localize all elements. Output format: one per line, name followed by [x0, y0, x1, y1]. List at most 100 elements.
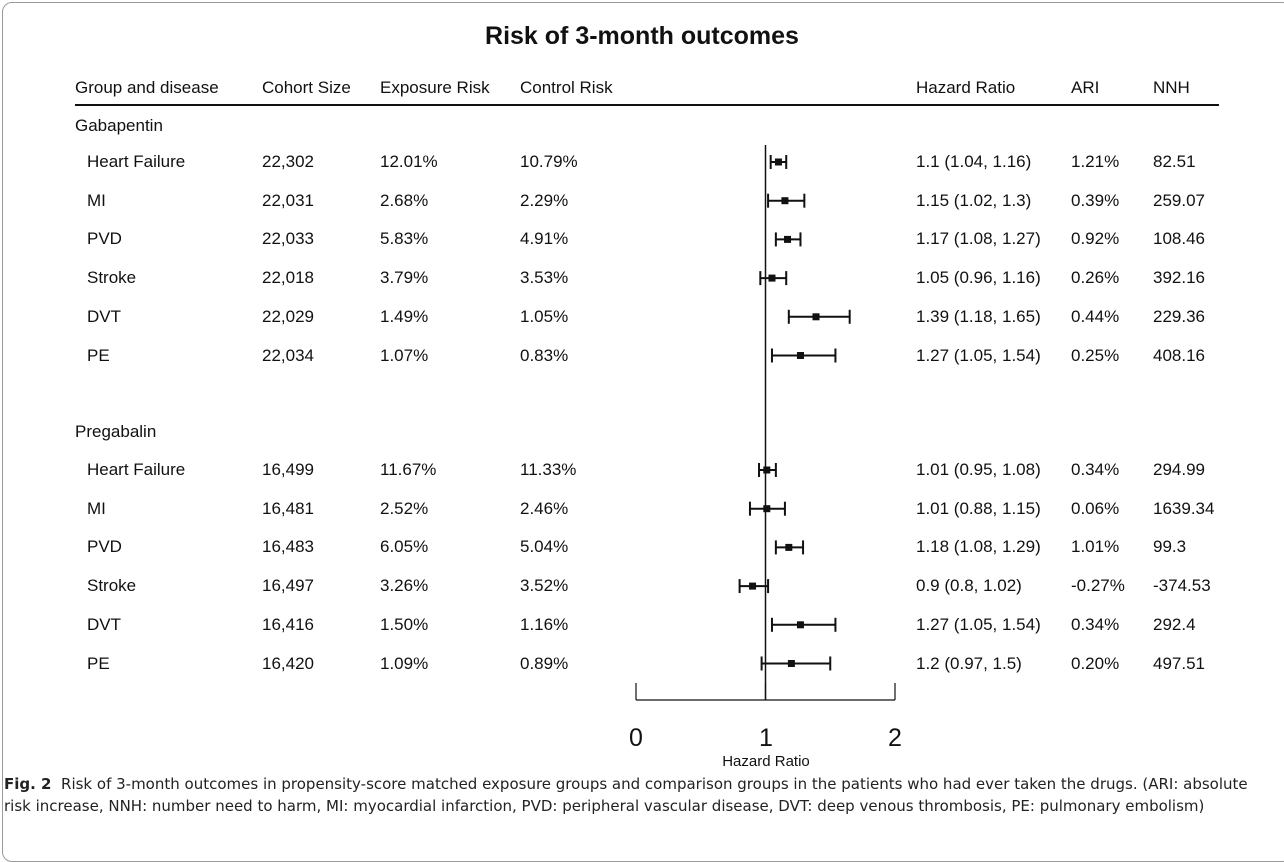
cohort-size: 22,302 [262, 152, 314, 171]
point-estimate [781, 197, 789, 205]
nnh-value: -374.53 [1153, 576, 1211, 596]
hazard-ratio-text: 1.27 (1.05, 1.54) [916, 614, 1041, 634]
point-estimate [787, 660, 795, 667]
point-estimate [763, 466, 771, 474]
ari-value: 0.34% [1071, 614, 1120, 634]
hazard-ratio-text: 1.18 (1.08, 1.29) [916, 537, 1041, 557]
hazard-ratio-text: 1.01 (0.95, 1.08) [916, 460, 1041, 479]
disease-label: DVT [87, 614, 121, 634]
header-rule [75, 104, 1219, 106]
ari-value: 0.34% [1071, 460, 1120, 479]
exposure-risk: 5.83% [380, 229, 429, 249]
disease-label: Stroke [87, 268, 137, 288]
nnh-value: 1639.34 [1153, 498, 1215, 518]
ari-value: 0.44% [1071, 306, 1120, 326]
control-risk: 4.91% [520, 229, 569, 249]
disease-label: PE [87, 653, 110, 673]
caption-text: Risk of 3-month outcomes in propensity-s… [4, 775, 1248, 815]
exposure-risk: 2.52% [380, 498, 429, 518]
ari-value: 1.21% [1071, 152, 1120, 171]
x-axis-label: Hazard Ratio [722, 753, 810, 770]
disease-label: PVD [87, 229, 122, 249]
exposure-risk: 1.50% [380, 614, 429, 634]
cohort-size: 22,034 [262, 345, 314, 365]
hazard-ratio-text: 1.27 (1.05, 1.54) [916, 345, 1041, 365]
control-risk: 2.29% [520, 190, 569, 210]
hazard-ratio-text: 1.05 (0.96, 1.16) [916, 268, 1041, 288]
control-risk: 10.79% [520, 152, 578, 171]
disease-label: Heart Failure [87, 460, 186, 479]
x-tick-label-0: 0 [629, 724, 643, 752]
hazard-ratio-text: 1.1 (1.04, 1.16) [916, 152, 1032, 171]
hazard-ratio-text: 1.39 (1.18, 1.65) [916, 306, 1041, 326]
disease-label: MI [87, 190, 106, 210]
point-estimate [796, 621, 804, 629]
exposure-risk: 11.67% [380, 460, 437, 479]
ari-value: -0.27% [1071, 576, 1125, 596]
ari-value: 1.01% [1071, 537, 1120, 557]
point-estimate [763, 505, 771, 513]
hazard-ratio-text: 1.15 (1.02, 1.3) [916, 190, 1032, 210]
point-estimate [796, 352, 804, 359]
nnh-value: 229.36 [1153, 306, 1205, 326]
exposure-risk: 6.05% [380, 537, 429, 557]
nnh-value: 108.46 [1153, 229, 1205, 249]
cohort-size: 16,420 [262, 653, 314, 673]
hazard-ratio-text: 0.9 (0.8, 1.02) [916, 576, 1022, 596]
cohort-size: 22,031 [262, 190, 314, 210]
col-header-ari: ARI [1071, 78, 1100, 97]
point-estimate [768, 274, 776, 282]
col-header-hazard-ratio: Hazard Ratio [916, 78, 1016, 97]
control-risk: 0.89% [520, 653, 569, 673]
col-header-group: Group and disease [75, 78, 219, 97]
col-header-nnh: NNH [1153, 78, 1190, 97]
control-risk: 11.33% [520, 460, 577, 479]
exposure-risk: 3.26% [380, 576, 429, 596]
col-header-control: Control Risk [520, 78, 613, 97]
nnh-value: 292.4 [1153, 614, 1196, 634]
ari-value: 0.26% [1071, 268, 1120, 288]
point-estimate [774, 158, 782, 166]
chart-title: Risk of 3-month outcomes [485, 22, 799, 50]
disease-label: PE [87, 345, 110, 365]
point-estimate [812, 313, 820, 321]
group-label: Gabapentin [75, 116, 163, 135]
cohort-size: 16,497 [262, 576, 314, 596]
control-risk: 3.52% [520, 576, 569, 596]
ari-value: 0.92% [1071, 229, 1120, 249]
x-tick-label-1: 1 [759, 724, 773, 752]
exposure-risk: 2.68% [380, 190, 429, 210]
hazard-ratio-text: 1.01 (0.88, 1.15) [916, 498, 1041, 518]
disease-label: PVD [87, 537, 122, 557]
point-estimate [785, 543, 793, 551]
col-header-cohort: Cohort Size [262, 78, 351, 97]
nnh-value: 99.3 [1153, 537, 1187, 557]
exposure-risk: 1.09% [380, 653, 429, 673]
cohort-size: 16,416 [262, 614, 314, 634]
nnh-value: 408.16 [1153, 345, 1205, 365]
control-risk: 0.83% [520, 345, 569, 365]
control-risk: 1.05% [520, 306, 569, 326]
disease-label: DVT [87, 306, 121, 326]
cohort-size: 16,481 [262, 498, 314, 518]
figure-caption: Fig. 2 Risk of 3-month outcomes in prope… [4, 773, 1274, 817]
caption-label: Fig. 2 [4, 775, 52, 793]
hazard-ratio-text: 1.17 (1.08, 1.27) [916, 229, 1041, 249]
exposure-risk: 1.49% [380, 306, 429, 326]
col-header-exposure: Exposure Risk [380, 78, 490, 97]
control-risk: 1.16% [520, 614, 569, 634]
nnh-value: 259.07 [1153, 190, 1205, 210]
control-risk: 2.46% [520, 498, 569, 518]
exposure-risk: 1.07% [380, 345, 429, 365]
nnh-value: 497.51 [1153, 653, 1205, 673]
disease-label: Heart Failure [87, 152, 186, 171]
hazard-ratio-text: 1.2 (0.97, 1.5) [916, 653, 1022, 673]
nnh-value: 294.99 [1153, 460, 1205, 479]
x-tick-label-2: 2 [888, 724, 902, 752]
ari-value: 0.20% [1071, 653, 1120, 673]
ari-value: 0.39% [1071, 190, 1120, 210]
control-risk: 3.53% [520, 268, 569, 288]
nnh-value: 82.51 [1153, 152, 1196, 171]
cohort-size: 16,499 [262, 460, 314, 479]
